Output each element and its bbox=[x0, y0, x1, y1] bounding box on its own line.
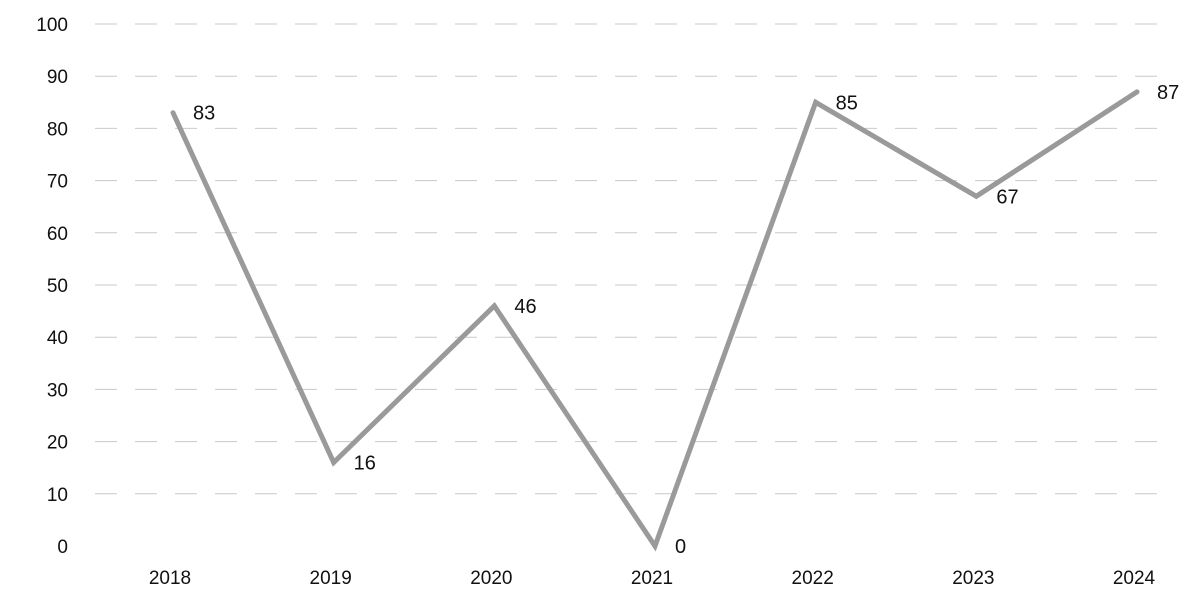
x-axis: 2018 2019 2020 2021 2022 2023 2024 bbox=[149, 568, 1156, 589]
data-label: 85 bbox=[836, 92, 858, 114]
y-tick-label: 0 bbox=[57, 537, 68, 558]
y-tick-label: 10 bbox=[47, 485, 68, 506]
data-point bbox=[652, 543, 658, 549]
data-label: 16 bbox=[354, 452, 376, 474]
y-tick-label: 50 bbox=[47, 276, 68, 297]
y-tick-label: 40 bbox=[47, 328, 68, 349]
data-point bbox=[331, 459, 337, 465]
data-point bbox=[1134, 89, 1140, 95]
y-tick-label: 80 bbox=[47, 119, 68, 140]
y-tick-label: 90 bbox=[47, 67, 68, 88]
data-point bbox=[170, 110, 176, 116]
data-label: 46 bbox=[514, 296, 536, 318]
gridlines bbox=[95, 23, 1160, 495]
data-labels: 83 16 46 0 85 67 87 bbox=[193, 82, 1179, 558]
series-line bbox=[170, 89, 1139, 552]
y-axis: 0 10 20 30 40 50 60 70 80 90 100 bbox=[36, 15, 68, 558]
y-tick-label: 60 bbox=[47, 224, 68, 245]
y-tick-label: 70 bbox=[47, 172, 68, 193]
data-label: 0 bbox=[675, 536, 686, 558]
x-tick-label: 2022 bbox=[792, 568, 834, 589]
data-label: 87 bbox=[1157, 82, 1179, 104]
x-tick-label: 2024 bbox=[1113, 568, 1156, 589]
x-tick-label: 2021 bbox=[631, 568, 673, 589]
series-group bbox=[170, 89, 1140, 552]
y-tick-label: 20 bbox=[47, 433, 68, 454]
x-tick-label: 2019 bbox=[310, 568, 352, 589]
data-point bbox=[813, 99, 819, 105]
data-label: 67 bbox=[996, 186, 1018, 208]
data-label: 83 bbox=[193, 103, 215, 125]
data-point bbox=[973, 193, 979, 199]
y-tick-label: 30 bbox=[47, 380, 68, 401]
data-point bbox=[491, 303, 497, 309]
x-tick-label: 2020 bbox=[470, 568, 512, 589]
x-tick-label: 2023 bbox=[952, 568, 994, 589]
x-tick-label: 2018 bbox=[149, 568, 191, 589]
y-tick-label: 100 bbox=[36, 15, 68, 36]
